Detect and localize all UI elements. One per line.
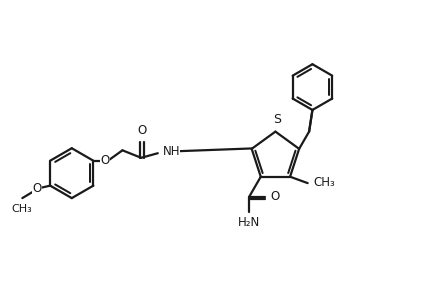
- Text: O: O: [32, 182, 41, 195]
- Text: O: O: [100, 154, 110, 167]
- Text: S: S: [273, 113, 281, 126]
- Text: H₂N: H₂N: [238, 216, 260, 229]
- Text: CH₃: CH₃: [313, 176, 335, 189]
- Text: O: O: [271, 190, 280, 203]
- Text: O: O: [138, 124, 146, 137]
- Text: CH₃: CH₃: [11, 204, 32, 214]
- Text: NH: NH: [163, 145, 180, 158]
